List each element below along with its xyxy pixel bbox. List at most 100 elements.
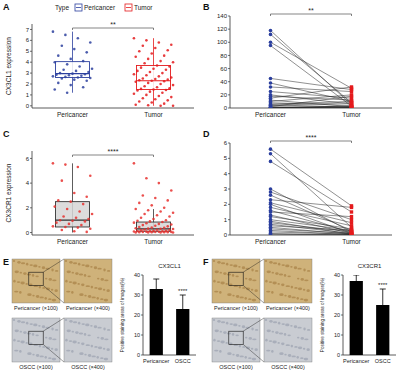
- y-tick-label: 0: [137, 352, 140, 358]
- pair-line: [271, 107, 352, 108]
- cell: [88, 354, 91, 357]
- point: [77, 37, 80, 40]
- point: [78, 65, 81, 68]
- point: [147, 58, 150, 61]
- point: [170, 76, 173, 79]
- cell: [266, 291, 270, 293]
- x-axis: [230, 108, 392, 109]
- cell: [273, 262, 277, 264]
- cell: [38, 266, 40, 268]
- y-tick-label: 40: [334, 272, 340, 278]
- pair-line: [271, 204, 352, 233]
- cell: [252, 279, 256, 281]
- cell: [107, 329, 110, 331]
- significance: **: [308, 7, 314, 14]
- panel-box: ATypePericancerTumor01234567**Pericancer…: [3, 2, 194, 118]
- y-tick-label: 5: [26, 48, 30, 54]
- pair-line: [271, 87, 352, 98]
- cell: [242, 346, 245, 348]
- cell: [304, 299, 308, 302]
- point: [138, 226, 141, 229]
- x-axis: [32, 108, 194, 109]
- cell: [255, 329, 258, 331]
- point: [350, 229, 353, 232]
- cell: [104, 299, 108, 302]
- cell: [291, 356, 295, 358]
- cell: [282, 264, 285, 266]
- point: [53, 88, 56, 91]
- point: [69, 200, 72, 203]
- cell: [271, 350, 273, 353]
- point: [84, 73, 87, 76]
- cell: [48, 298, 51, 300]
- y-tick: [341, 355, 343, 356]
- cell: [232, 295, 234, 297]
- point: [150, 52, 153, 55]
- pair-line: [271, 42, 352, 88]
- cell: [103, 289, 105, 291]
- point: [91, 67, 94, 70]
- figure: ATypePericancerTumor01234567**Pericancer…: [0, 0, 400, 380]
- cell: [30, 323, 33, 325]
- cell: [235, 334, 238, 336]
- point: [62, 215, 65, 218]
- bar: [176, 309, 189, 355]
- point: [69, 84, 72, 87]
- cell: [42, 287, 45, 289]
- y-tick: [228, 81, 230, 82]
- point: [269, 187, 273, 191]
- cell: [214, 291, 218, 293]
- cell: [269, 281, 272, 283]
- point: [142, 231, 145, 234]
- point: [159, 231, 162, 234]
- cell: [217, 261, 220, 264]
- cell: [107, 270, 110, 272]
- y-tick: [228, 108, 230, 109]
- point: [150, 204, 153, 207]
- significance-bracket: [271, 141, 352, 143]
- cell: [101, 278, 104, 281]
- point: [168, 87, 171, 90]
- point: [142, 45, 145, 48]
- cell: [239, 297, 243, 299]
- cell: [281, 283, 284, 286]
- point: [52, 75, 55, 78]
- cell: [90, 266, 92, 268]
- point: [172, 105, 175, 108]
- cell: [39, 345, 41, 348]
- micrograph: [264, 318, 312, 362]
- y-tick-label: 2: [224, 201, 228, 207]
- cell: [245, 337, 247, 339]
- cell: [239, 345, 241, 348]
- y-tick-label: 1: [224, 217, 228, 223]
- cell: [287, 275, 290, 277]
- cell: [238, 325, 240, 327]
- cell: [20, 272, 22, 274]
- point: [142, 194, 145, 197]
- pair-line: [271, 217, 352, 229]
- point: [166, 99, 169, 102]
- legend-swatch: [76, 7, 81, 8]
- cell: [97, 337, 99, 339]
- cell: [265, 280, 267, 283]
- point: [163, 54, 166, 57]
- y-axis-label: Positive staining areas of images(%): [320, 277, 325, 352]
- point: [134, 81, 137, 84]
- pair-line: [271, 195, 352, 230]
- point: [150, 101, 153, 104]
- cell: [284, 274, 286, 277]
- cell: [230, 323, 233, 325]
- point: [84, 220, 87, 223]
- cell: [79, 274, 83, 276]
- point: [134, 231, 137, 234]
- panel-bar: FPericancer (×100)Pericancer (×400)OSCC …: [203, 257, 396, 370]
- plot-area: [150, 279, 190, 355]
- cell: [229, 342, 232, 345]
- point: [269, 198, 273, 202]
- point: [159, 60, 162, 63]
- cell: [26, 322, 28, 325]
- point: [75, 216, 78, 219]
- cell: [285, 324, 289, 327]
- image-label: OSCC (×100): [219, 364, 253, 370]
- cell: [30, 264, 33, 266]
